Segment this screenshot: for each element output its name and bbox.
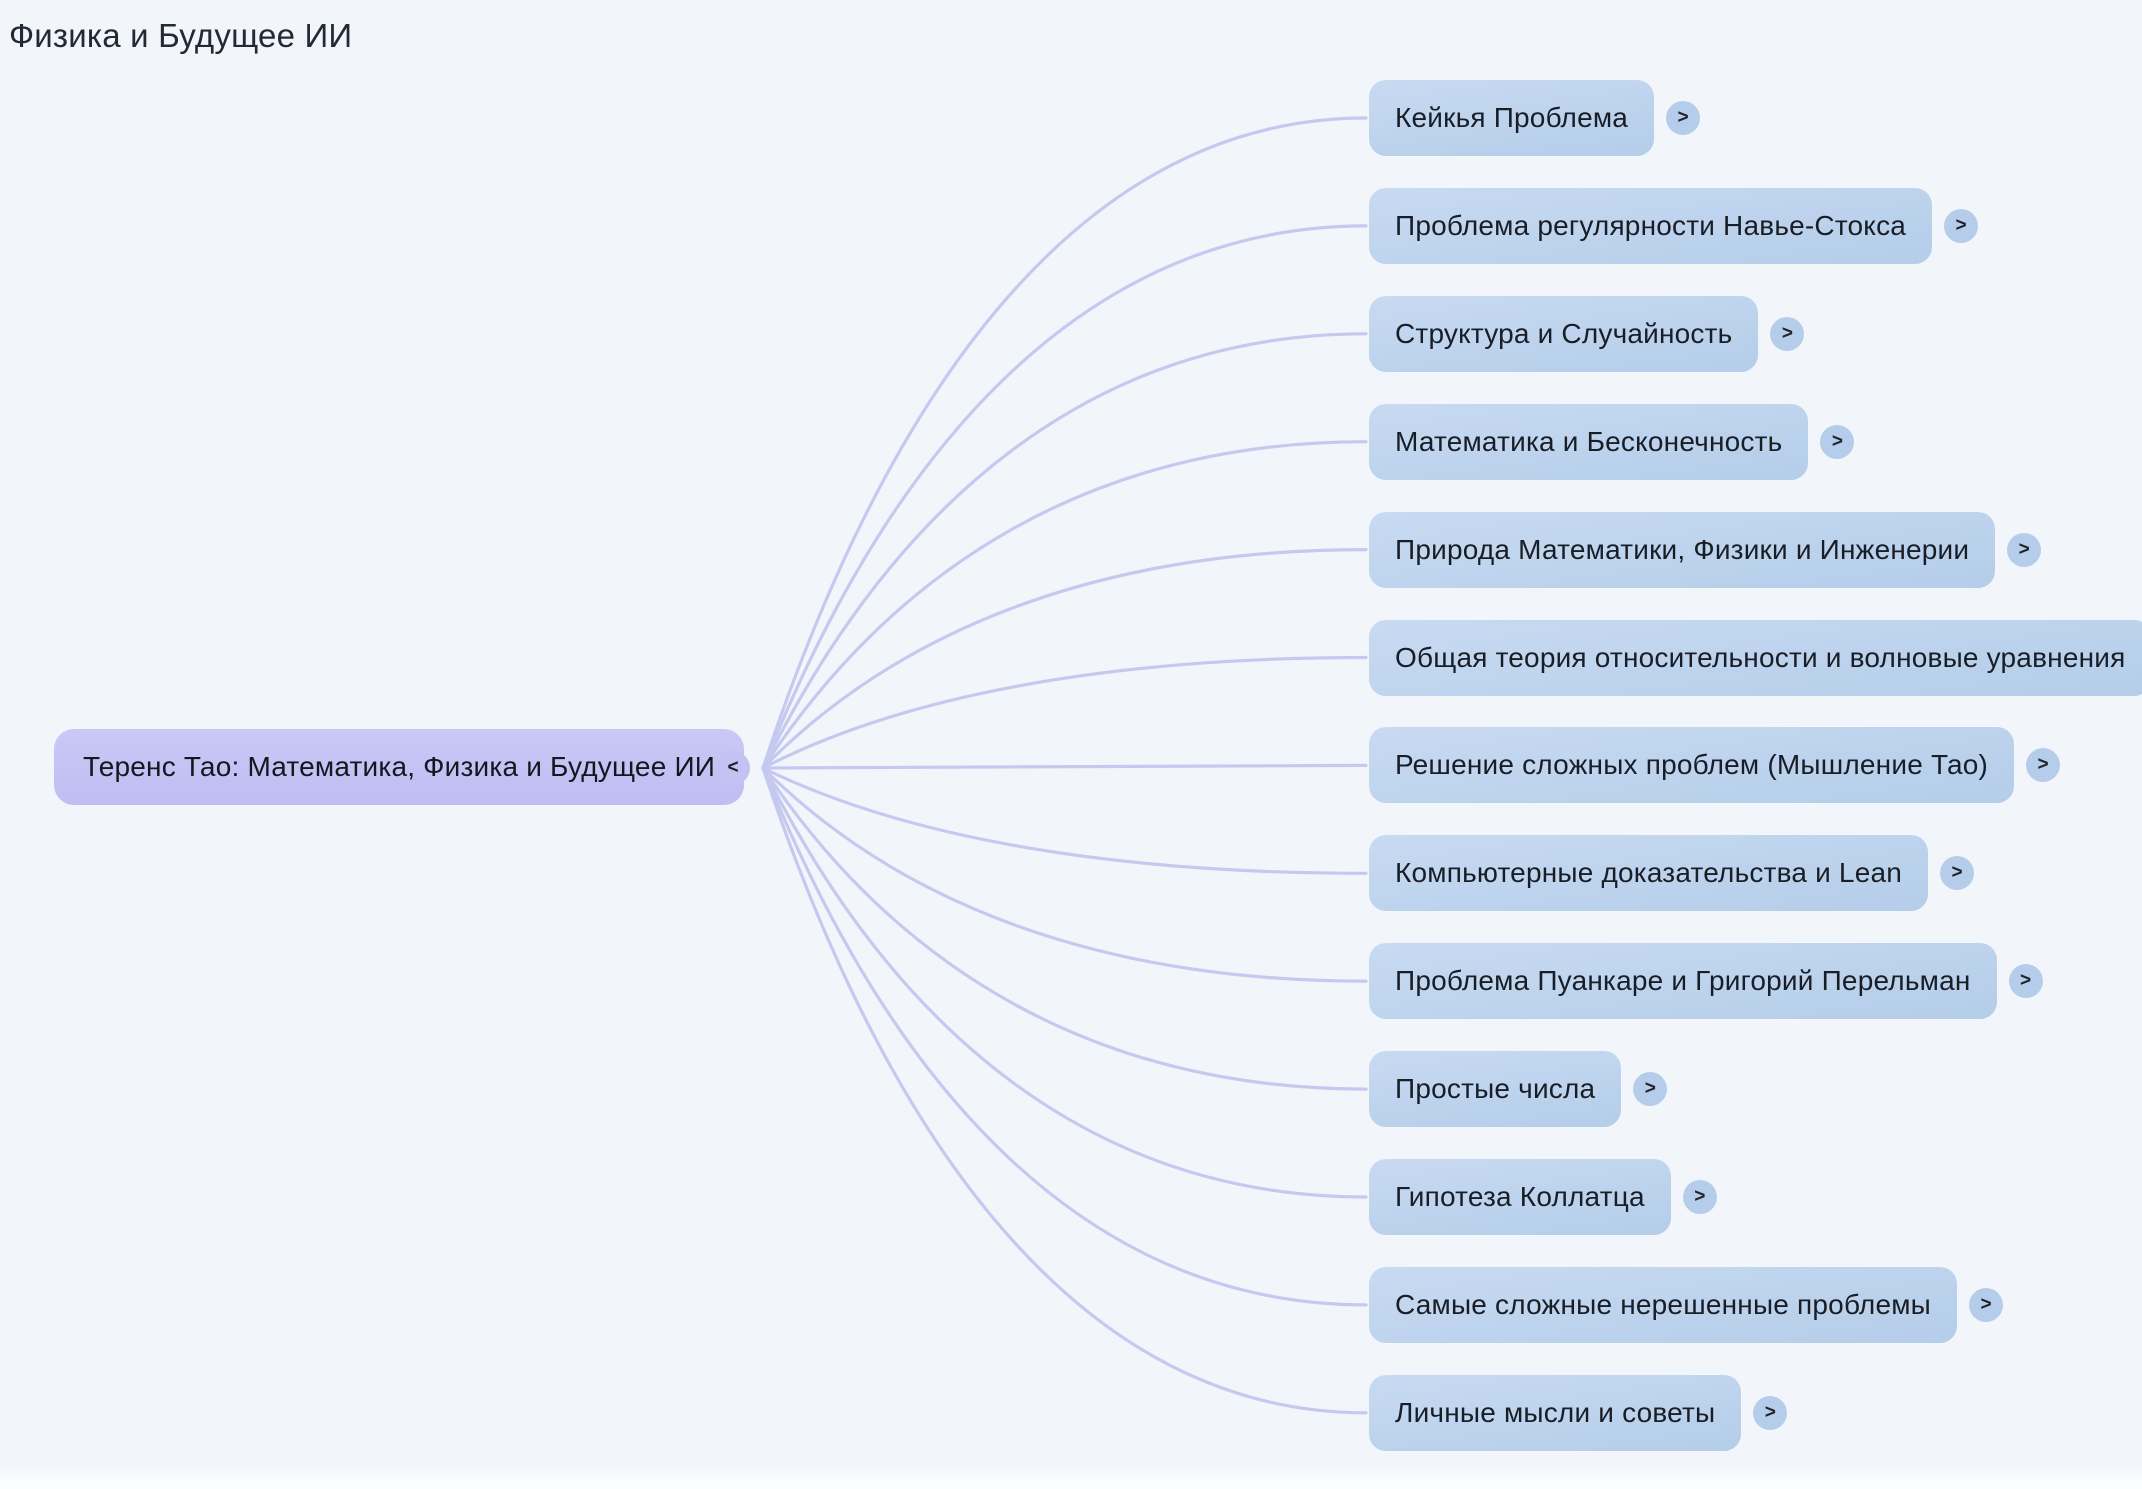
child-node[interactable]: Общая теория относительности и волновые … (1369, 619, 2142, 696)
child-node-label: Кейкья Проблема (1395, 102, 1629, 133)
child-node[interactable]: Простые числа (1369, 1051, 1622, 1128)
mindmap-row-6: Общая теория относительности и волновые … (1369, 619, 2142, 696)
child-node-label: Проблема регулярности Навье-Стокса (1395, 209, 1907, 241)
expand-button[interactable]: > (1944, 208, 1979, 243)
expand-button[interactable]: > (1820, 424, 1855, 459)
child-node[interactable]: Проблема регулярности Навье-Стокса (1369, 187, 1933, 264)
connector-line (761, 766, 1368, 1415)
child-node[interactable]: Математика и Бесконечность (1369, 403, 1809, 480)
expand-button[interactable]: > (2026, 748, 2061, 783)
chevron-right-icon: > (1781, 322, 1793, 344)
mindmap-row-8: Компьютерные доказательства и Lean > (1369, 835, 1975, 912)
expand-button[interactable]: > (1633, 1072, 1668, 1107)
chevron-left-icon: < (727, 757, 739, 778)
connector-line (761, 440, 1368, 770)
child-node[interactable]: Личные мысли и советы (1369, 1374, 1742, 1451)
connector-line (761, 224, 1368, 770)
expand-button[interactable]: > (1666, 101, 1701, 135)
connector-line (761, 116, 1368, 770)
chevron-right-icon: > (1980, 1293, 1992, 1315)
chevron-right-icon: > (2037, 754, 2049, 776)
expand-button[interactable]: > (1969, 1287, 2004, 1322)
connector-line (761, 332, 1368, 770)
child-node-label: Личные мысли и советы (1395, 1396, 1716, 1428)
child-node-label: Природа Математики, Физики и Инженерии (1395, 533, 1970, 565)
child-node-label: Гипотеза Коллатца (1395, 1181, 1645, 1212)
root-node-label: Теренс Тао: Математика, Физика и Будущее… (83, 751, 716, 782)
expand-button[interactable]: > (2007, 532, 2042, 567)
chevron-right-icon: > (1955, 214, 1967, 236)
connector-line (761, 766, 1368, 1199)
mindmap-row-1: Кейкья Проблема > (1369, 80, 1701, 156)
child-node[interactable]: Гипотеза Коллатца (1369, 1159, 1671, 1235)
chevron-right-icon: > (2018, 538, 2030, 560)
mindmap-row-7: Решение сложных проблем (Мышление Тао) > (1369, 727, 2061, 804)
connector-line (761, 548, 1368, 770)
chevron-right-icon: > (1831, 430, 1843, 452)
child-node[interactable]: Самые сложные нерешенные проблемы (1369, 1266, 1958, 1343)
connector-line (761, 766, 1368, 875)
child-node-label: Самые сложные нерешенные проблемы (1395, 1288, 1932, 1320)
mindmap-row-9: Проблема Пуанкаре и Григорий Перельман > (1369, 943, 2043, 1020)
child-node[interactable]: Компьютерные доказательства и Lean (1369, 835, 1929, 912)
mindmap-row-11: Гипотеза Коллатца > (1369, 1159, 1717, 1235)
expand-button[interactable]: > (1770, 316, 1805, 351)
chevron-right-icon: > (2019, 970, 2032, 992)
child-node-label: Математика и Бесконечность (1395, 425, 1783, 457)
mindmap-row-2: Проблема регулярности Навье-Стокса > (1369, 187, 1979, 264)
expand-button[interactable]: > (1682, 1180, 1717, 1214)
mindmap-row-10: Простые числа > (1369, 1051, 1668, 1128)
connector-line (761, 766, 1368, 983)
connector-line (761, 766, 1368, 1091)
chevron-right-icon: > (1764, 1401, 1776, 1423)
mindmap-row-12: Самые сложные нерешенные проблемы > (1369, 1266, 2004, 1343)
child-node[interactable]: Структура и Случайность (1369, 295, 1759, 372)
chevron-right-icon: > (1644, 1078, 1656, 1100)
child-node[interactable]: Природа Математики, Физики и Инженерии (1369, 511, 1996, 588)
child-node[interactable]: Решение сложных проблем (Мышление Тао) (1369, 727, 2015, 804)
child-node-label: Простые числа (1395, 1073, 1596, 1105)
connector-line (761, 766, 1368, 1307)
child-node-label: Структура и Случайность (1395, 317, 1733, 349)
child-node-label: Общая теория относительности и волновые … (1395, 641, 2126, 673)
child-node-label: Компьютерные доказательства и Lean (1395, 857, 1903, 889)
collapse-button[interactable]: < (716, 751, 750, 785)
mindmap-row-3: Структура и Случайность > (1369, 295, 1805, 372)
chevron-right-icon: > (1694, 1186, 1706, 1207)
mindmap-row-5: Природа Математики, Физики и Инженерии > (1369, 511, 2042, 588)
mindmap-row-13: Личные мысли и советы > (1369, 1374, 1788, 1451)
chevron-right-icon: > (1951, 862, 1963, 884)
expand-button[interactable]: > (2008, 964, 2043, 999)
bottom-fade (0, 1463, 2142, 1489)
child-node[interactable]: Проблема Пуанкаре и Григорий Перельман (1369, 943, 1997, 1020)
child-node-label: Решение сложных проблем (Мышление Тао) (1395, 749, 1989, 781)
mindmap-row-4: Математика и Бесконечность > (1369, 403, 1855, 480)
root-node[interactable]: Теренс Тао: Математика, Физика и Будущее… (54, 729, 745, 805)
expand-button[interactable]: > (1753, 1395, 1788, 1430)
connector-line (761, 655, 1368, 770)
page-title: Физика и Будущее ИИ (9, 17, 353, 54)
chevron-right-icon: > (1677, 107, 1689, 128)
expand-button[interactable]: > (1940, 856, 1975, 891)
child-node-label: Проблема Пуанкаре и Григорий Перельман (1395, 965, 1971, 997)
connector-line (761, 763, 1368, 770)
child-node[interactable]: Кейкья Проблема (1369, 80, 1655, 156)
